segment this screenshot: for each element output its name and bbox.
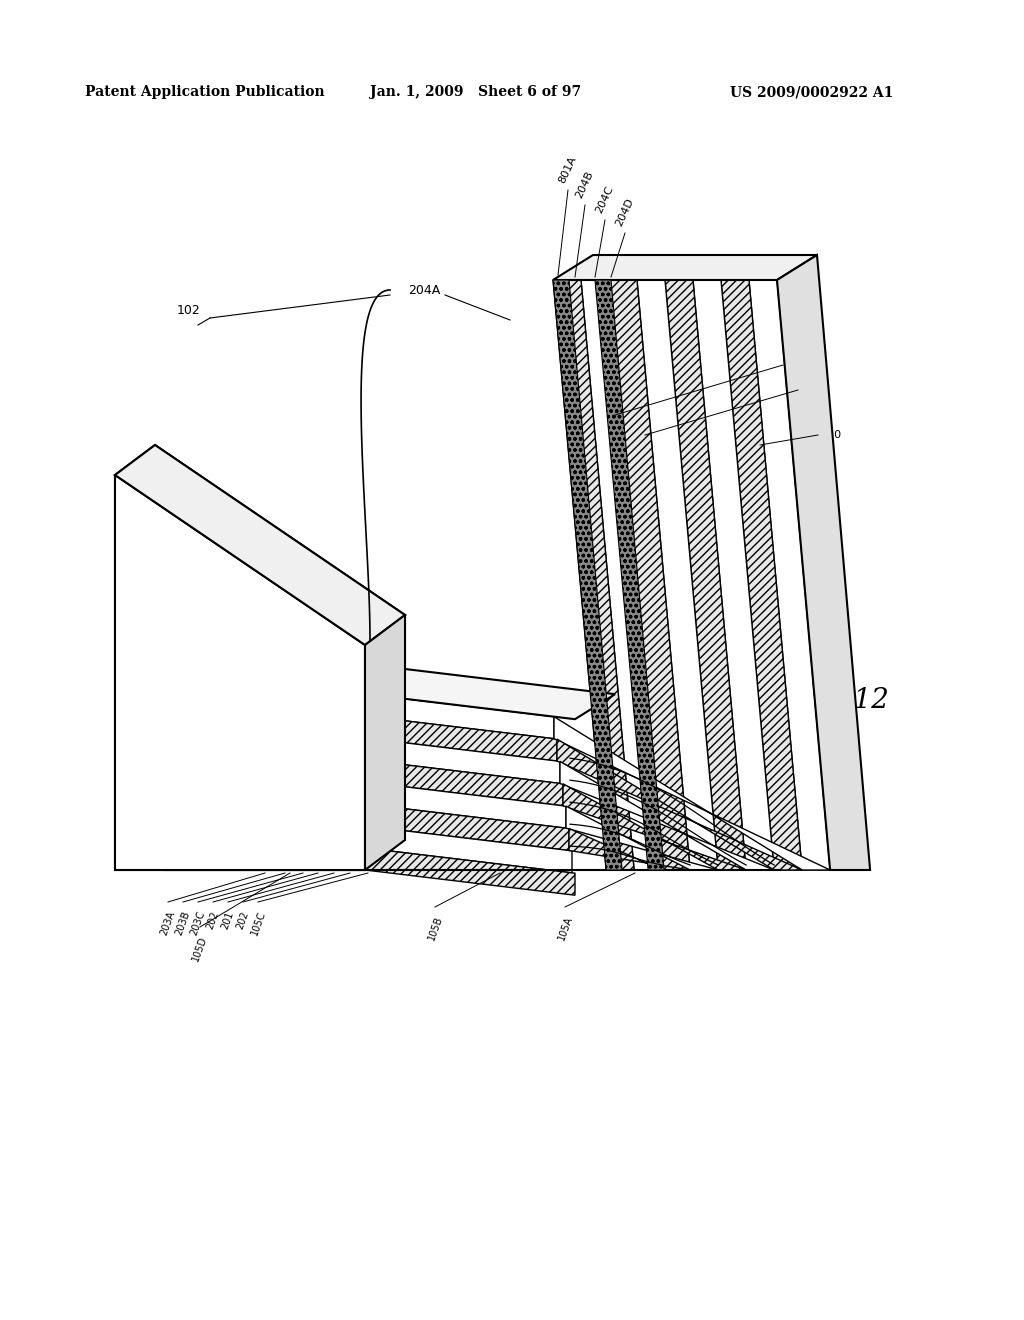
Text: 801C: 801C	[800, 385, 828, 395]
Polygon shape	[569, 829, 690, 870]
Polygon shape	[365, 615, 406, 870]
Polygon shape	[553, 280, 634, 870]
Text: 105D: 105D	[190, 935, 209, 964]
Text: Fig. 12: Fig. 12	[790, 686, 889, 714]
Text: 204A: 204A	[408, 284, 440, 297]
Text: 105C: 105C	[249, 909, 267, 937]
Text: 203C: 203C	[189, 909, 207, 937]
Text: 105B: 105B	[426, 915, 444, 942]
Polygon shape	[557, 739, 802, 870]
Text: 801A: 801A	[557, 154, 579, 185]
Text: 202: 202	[236, 909, 251, 931]
Polygon shape	[115, 445, 406, 645]
Polygon shape	[581, 280, 663, 870]
Text: Patent Application Publication: Patent Application Publication	[85, 84, 325, 99]
Text: 810: 810	[820, 430, 841, 440]
Polygon shape	[365, 615, 406, 870]
Text: 102: 102	[176, 304, 200, 317]
Polygon shape	[365, 715, 557, 762]
Text: 202: 202	[205, 909, 221, 931]
Text: 204C: 204C	[594, 185, 615, 215]
Polygon shape	[365, 847, 575, 895]
Polygon shape	[777, 255, 870, 870]
Polygon shape	[595, 280, 665, 870]
Polygon shape	[365, 694, 554, 739]
Text: 801B: 801B	[785, 360, 814, 370]
Polygon shape	[365, 781, 566, 828]
Text: 204B: 204B	[574, 169, 596, 201]
Text: 105A: 105A	[556, 915, 574, 942]
Polygon shape	[115, 475, 365, 870]
Polygon shape	[560, 762, 774, 870]
Polygon shape	[553, 255, 817, 280]
Polygon shape	[365, 760, 563, 805]
Polygon shape	[365, 826, 572, 873]
Polygon shape	[115, 475, 365, 870]
Polygon shape	[115, 445, 406, 645]
Text: 204D: 204D	[614, 197, 636, 228]
Polygon shape	[609, 280, 690, 870]
Polygon shape	[554, 717, 830, 870]
Text: 203B: 203B	[174, 909, 193, 937]
Text: US 2009/0002922 A1: US 2009/0002922 A1	[730, 84, 893, 99]
Polygon shape	[721, 280, 802, 870]
Polygon shape	[749, 280, 830, 870]
Text: 201: 201	[220, 909, 236, 931]
Polygon shape	[637, 280, 718, 870]
Polygon shape	[563, 784, 746, 870]
Polygon shape	[365, 669, 615, 719]
Polygon shape	[693, 280, 774, 870]
Polygon shape	[566, 807, 718, 870]
Polygon shape	[365, 738, 560, 783]
Polygon shape	[553, 280, 623, 870]
Text: Jan. 1, 2009   Sheet 6 of 97: Jan. 1, 2009 Sheet 6 of 97	[370, 84, 582, 99]
Polygon shape	[365, 804, 569, 850]
Polygon shape	[665, 280, 746, 870]
Text: 203A: 203A	[159, 909, 177, 937]
